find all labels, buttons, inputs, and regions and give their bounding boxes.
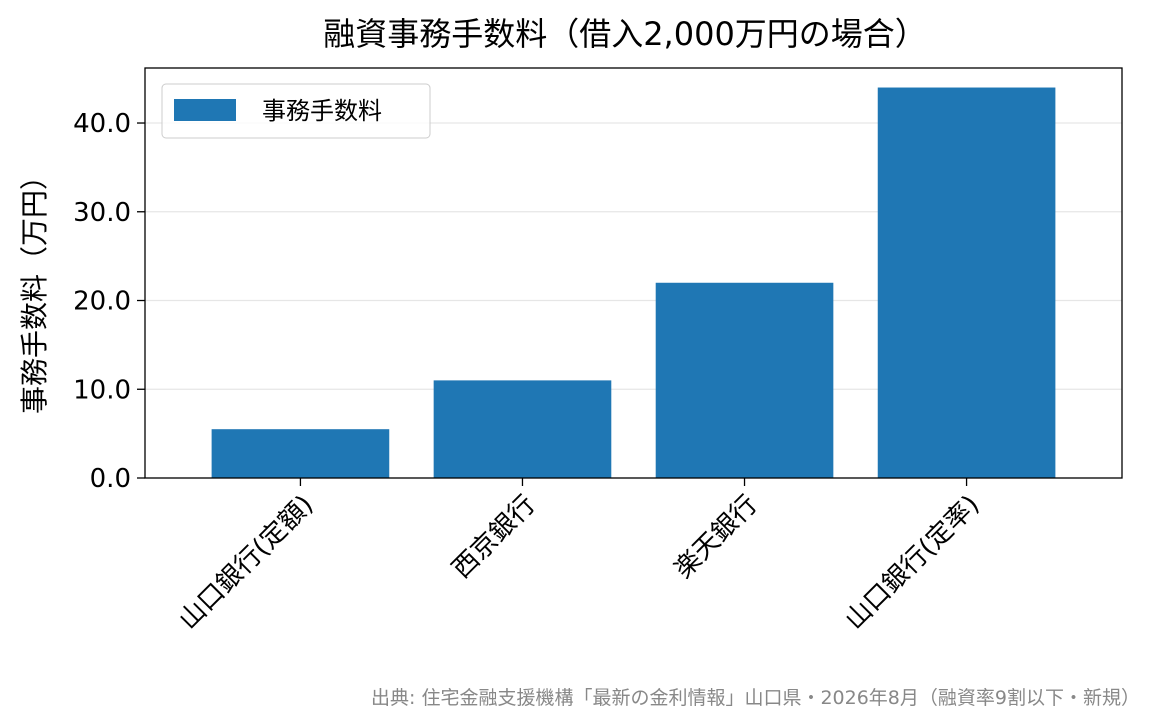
y-tick-label: 0.0 — [90, 464, 131, 494]
bar — [877, 87, 1056, 479]
x-tick-label: 西京銀行 — [447, 490, 542, 585]
y-tick-label: 40.0 — [73, 109, 131, 139]
y-tick-label: 30.0 — [73, 198, 131, 228]
legend-frame — [161, 83, 431, 139]
legend-swatch — [174, 99, 236, 121]
y-tick-label: 10.0 — [73, 375, 131, 405]
x-tick-label: 山口銀行(定額) — [174, 490, 320, 636]
chart-title: 融資事務手数料（借入2,000万円の場合） — [323, 15, 927, 53]
bars — [211, 87, 1056, 479]
y-axis-label: 事務手数料（万円） — [18, 162, 51, 414]
source-note: 出典: 住宅金融支援機構「最新の金利情報」山口県・2026年8月（融資率9割以下… — [371, 687, 1140, 709]
legend-label: 事務手数料 — [262, 97, 382, 125]
plot-frame — [144, 67, 1123, 479]
y-axis-ticks: 0.0 10.0 20.0 30.0 40.0 — [73, 109, 145, 494]
x-tick-label: 楽天銀行 — [669, 490, 764, 585]
x-axis-ticks: 山口銀行(定額) 西京銀行 楽天銀行 山口銀行(定率) — [174, 478, 986, 636]
bar — [655, 282, 834, 478]
y-tick-label: 20.0 — [73, 287, 131, 317]
bar — [433, 380, 612, 478]
legend: 事務手数料 — [161, 83, 431, 139]
bar — [211, 429, 390, 478]
x-tick-label: 山口銀行(定率) — [840, 490, 986, 636]
